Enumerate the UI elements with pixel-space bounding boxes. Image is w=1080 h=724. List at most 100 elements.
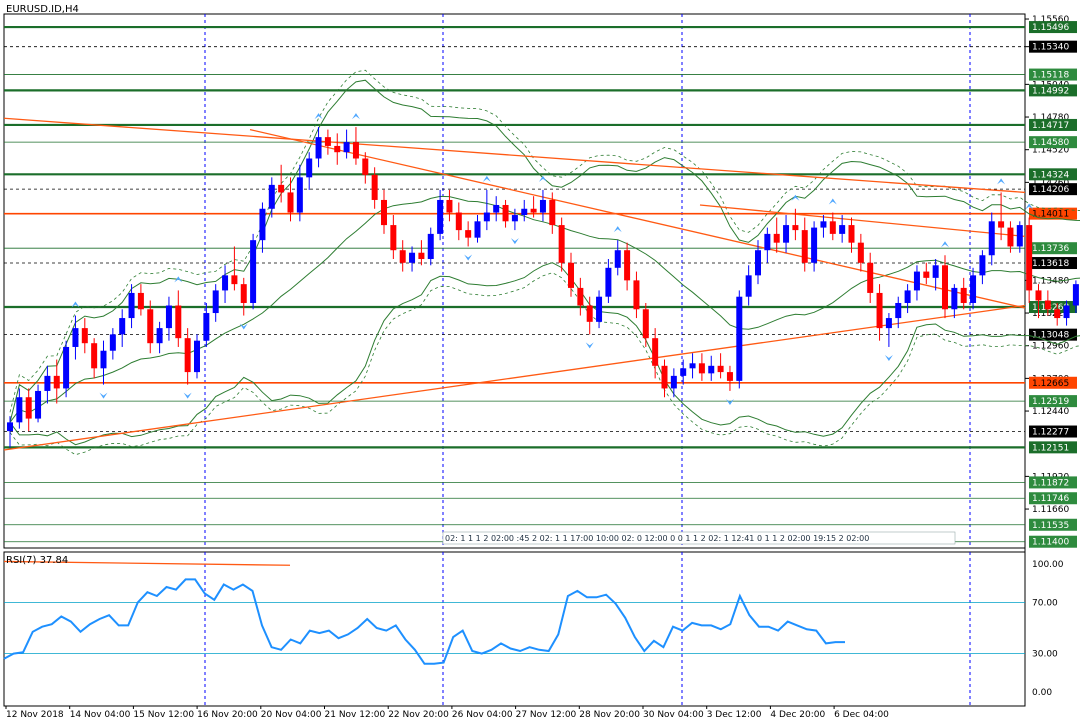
candle-body	[530, 208, 537, 213]
candle-body	[614, 250, 621, 268]
candle-body	[951, 287, 958, 310]
rsi-tick-label: 30.00	[1032, 650, 1058, 660]
candle-body	[1063, 305, 1070, 319]
time-label: 26 Nov 04:00	[452, 710, 513, 720]
candle-body	[932, 265, 939, 278]
candle-body	[689, 363, 696, 369]
candle-body	[165, 305, 172, 329]
candle-body	[1007, 227, 1014, 247]
candle-body	[212, 290, 219, 314]
candle-body	[624, 250, 631, 281]
bollinger-upper-band	[9, 79, 1080, 423]
fractal-down-marker	[99, 392, 108, 399]
candle-body	[895, 302, 902, 319]
candle-body	[698, 363, 705, 374]
level-label: 1.14992	[1032, 86, 1069, 96]
candle-body	[455, 212, 462, 231]
trendline-upper-steep	[249, 128, 1026, 309]
fractal-down-marker	[239, 323, 248, 330]
level-label: 1.14206	[1032, 185, 1069, 195]
fractal-up-marker	[71, 301, 80, 308]
level-label-box	[1029, 168, 1077, 181]
candle-body	[399, 250, 406, 263]
candle-body	[801, 230, 808, 263]
candle-body	[652, 338, 659, 366]
candle-body	[250, 240, 257, 303]
fractal-up-marker	[941, 241, 949, 248]
level-label-box	[1029, 136, 1077, 149]
price-tick-label: 1.11660	[1032, 505, 1069, 515]
candle-body	[586, 305, 593, 322]
time-label: 12 Nov 2018	[6, 710, 64, 720]
candle-body	[324, 137, 331, 146]
time-label: 6 Dec 04:00	[834, 710, 889, 720]
candle-body	[184, 338, 191, 373]
candle-body	[409, 252, 416, 263]
fractal-up-marker	[351, 113, 360, 120]
fractal-up-marker	[997, 178, 1006, 185]
candle-body	[53, 375, 60, 389]
time-label: 21 Nov 12:00	[325, 710, 386, 720]
candle-body	[81, 328, 88, 344]
candle-body	[960, 287, 967, 303]
level-label-box	[1029, 257, 1077, 270]
time-label: 16 Nov 20:00	[197, 710, 258, 720]
fractal-down-marker	[884, 354, 893, 361]
chart-title: EURUSD.ID,H4	[6, 4, 79, 15]
candle-body	[474, 221, 481, 238]
level-label-box	[1029, 441, 1077, 454]
price-tick-label: 1.13480	[1032, 276, 1069, 286]
fractal-down-marker	[585, 342, 594, 349]
candle-body	[708, 365, 715, 374]
candle-body	[240, 284, 247, 303]
fractal-down-marker	[725, 398, 734, 405]
level-label-box	[1029, 425, 1077, 438]
candle-body	[839, 225, 846, 234]
time-label: 14 Nov 04:00	[70, 710, 131, 720]
candle-body	[792, 225, 799, 231]
fractal-up-marker	[174, 276, 183, 283]
candle-body	[296, 177, 303, 213]
envelope-lower-band	[9, 272, 1080, 456]
candle-body	[35, 390, 42, 419]
level-label-box	[1029, 207, 1077, 220]
level-label: 1.11872	[1032, 478, 1069, 488]
time-label: 30 Nov 04:00	[643, 710, 704, 720]
candle-body	[175, 305, 182, 339]
price-tick-label: 1.15560	[1032, 15, 1069, 25]
candle-body	[343, 142, 350, 153]
news-strip-text: 02: 1 1 1 2 02:00 :45 2 02: 1 1 17:00 10…	[445, 534, 869, 543]
candle-body	[502, 204, 509, 222]
candle-body	[1026, 225, 1033, 291]
level-label: 1.13618	[1032, 259, 1069, 269]
rsi-tick-label: 100.00	[1032, 560, 1064, 570]
trendline-lower	[3, 304, 1026, 451]
level-label-box	[1029, 328, 1077, 341]
candle-body	[596, 296, 603, 322]
candle-body	[511, 215, 518, 222]
candle-body	[278, 184, 285, 193]
candle-body	[334, 145, 341, 153]
time-label: 20 Nov 04:00	[261, 710, 322, 720]
level-label-box	[1029, 118, 1077, 131]
candle-body	[137, 292, 144, 310]
candle-body	[100, 350, 107, 369]
candle-body	[483, 212, 490, 222]
candle-body	[577, 287, 584, 306]
candle-body	[755, 250, 761, 276]
trendline-short	[699, 204, 1026, 238]
candle-body	[726, 372, 733, 381]
candle-body	[156, 328, 163, 344]
candle-body	[998, 221, 1005, 228]
candle-body	[44, 375, 51, 391]
candle-body	[549, 199, 556, 226]
level-label: 1.14324	[1032, 170, 1069, 180]
candle-body	[418, 252, 425, 260]
candle-body	[783, 225, 790, 243]
candle-body	[736, 296, 743, 381]
candle-body	[1054, 309, 1061, 319]
fractal-down-marker	[464, 254, 473, 261]
news-strip-box	[442, 531, 956, 545]
level-label-box	[1029, 84, 1077, 97]
